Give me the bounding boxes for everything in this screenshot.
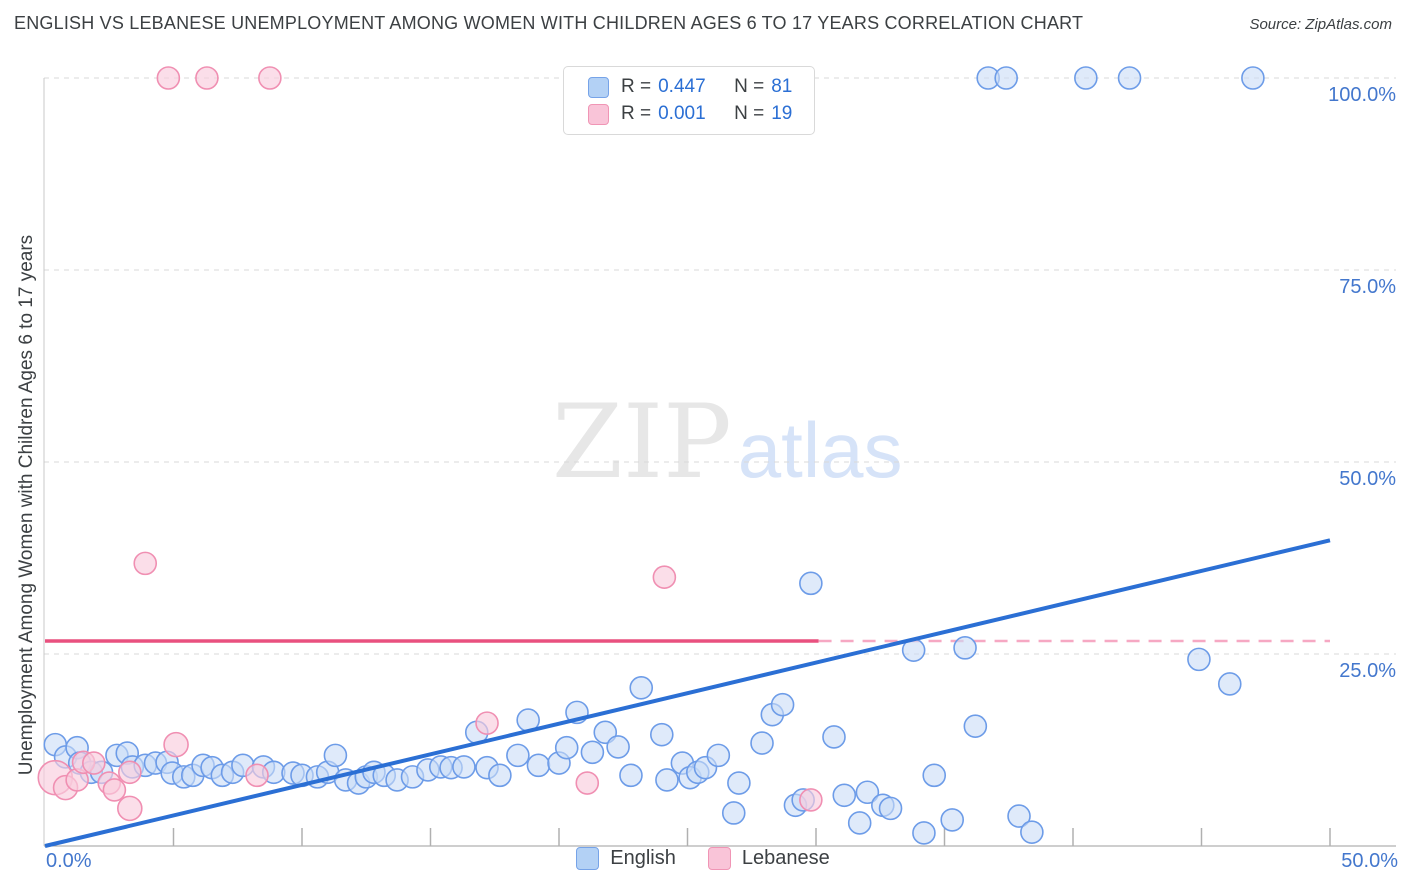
scatter-point-lebanese [799, 788, 823, 812]
english-trendline [44, 538, 1331, 848]
scatter-point-english [1187, 647, 1211, 672]
scatter-point-lebanese [102, 778, 127, 802]
stats-text: R = [621, 76, 652, 97]
scatter-point-english [847, 811, 872, 835]
scatter-point-lebanese [575, 771, 600, 795]
scatter-point-english [750, 731, 774, 755]
scatter-point-english [721, 801, 746, 825]
stats-text: R = [621, 103, 652, 124]
scatter-point-lebanese [118, 760, 142, 785]
scatter-point-english [606, 735, 630, 759]
stats-text: 0.001 [658, 103, 706, 124]
y-tick-label-100.0%: 100.0% [1328, 84, 1396, 106]
scatter-point-english [323, 743, 348, 768]
x-axis-min-label: 0.0% [46, 850, 92, 872]
scatter-point-english [822, 725, 846, 749]
legend-label: Lebanese [741, 847, 830, 869]
y-tick-label-25.0%: 25.0% [1339, 660, 1396, 682]
scatter-point-lebanese [133, 551, 158, 576]
x-axis-max-label: 50.0% [1341, 850, 1398, 872]
scatter-point-english [629, 675, 654, 700]
legend-item-english: English [576, 847, 676, 870]
scatter-point-lebanese [117, 795, 143, 822]
scatter-point-english [994, 66, 1018, 90]
stats-text: 0.447 [658, 76, 706, 97]
scatter-point-english [1241, 66, 1265, 90]
english-swatch [576, 847, 600, 870]
scatter-point-lebanese [156, 66, 181, 90]
scatter-point-english [1020, 820, 1044, 844]
scatter-point-english [1217, 672, 1242, 696]
scatter-point-english [727, 771, 751, 795]
stats-text: N = [734, 103, 765, 124]
lebanese-legend-swatch [588, 103, 609, 125]
scatter-point-lebanese [475, 711, 499, 735]
scatter-point-english [554, 735, 579, 760]
scatter-point-english [855, 780, 880, 805]
y-tick-label-50.0%: 50.0% [1339, 468, 1396, 490]
scatter-point-english [963, 714, 988, 738]
series-legend: English Lebanese [0, 847, 1406, 870]
scatter-point-english [649, 722, 674, 747]
stats-text: 81 [771, 76, 793, 97]
lebanese-swatch [707, 847, 731, 870]
scatter-point-english [832, 783, 857, 808]
legend-item-lebanese: Lebanese [707, 847, 830, 870]
source-credit: Source: ZipAtlas.com [1249, 16, 1392, 33]
stats-legend-row-english: R = 0.447 N = 81 [588, 76, 800, 98]
scatter-point-english [706, 743, 731, 768]
scatter-point-english [940, 808, 965, 832]
legend-label: English [610, 847, 676, 869]
scatter-point-english [506, 743, 530, 768]
scatter-point-english [1074, 66, 1098, 90]
scatter-point-english [580, 740, 605, 765]
scatter-point-english [922, 763, 947, 788]
scatter-point-english [799, 571, 823, 596]
stats-text: N = [734, 76, 765, 97]
stats-legend-row-lebanese: R = 0.001 N = 19 [588, 103, 800, 125]
scatter-point-english [619, 763, 643, 788]
scatter-point-english [526, 753, 551, 778]
scatter-point-lebanese [195, 66, 219, 90]
scatter-point-lebanese [245, 763, 269, 788]
scatter-point-english [912, 821, 936, 845]
scatter-point-lebanese [82, 751, 106, 775]
scatter-point-lebanese [163, 731, 189, 758]
scatter-point-english [770, 692, 795, 717]
stats-legend: R = 0.447 N = 81 R = 0.001 N = 19 [563, 66, 815, 135]
scatter-point-english [953, 636, 977, 660]
english-legend-swatch [588, 76, 609, 98]
scatter-point-lebanese [258, 66, 282, 90]
scatter-point-english [1117, 66, 1142, 90]
y-axis-title: Unemployment Among Women with Children A… [16, 234, 37, 776]
scatter-point-english [655, 768, 679, 792]
scatter-point-lebanese [652, 565, 677, 590]
chart-title: ENGLISH VS LEBANESE UNEMPLOYMENT AMONG W… [14, 13, 1084, 33]
stats-text: 19 [771, 103, 793, 124]
y-tick-label-75.0%: 75.0% [1339, 276, 1396, 298]
scatter-point-english [488, 763, 512, 788]
scatter-point-english [1007, 804, 1031, 828]
scatter-point-english [452, 755, 476, 779]
scatter-point-english [878, 796, 903, 821]
